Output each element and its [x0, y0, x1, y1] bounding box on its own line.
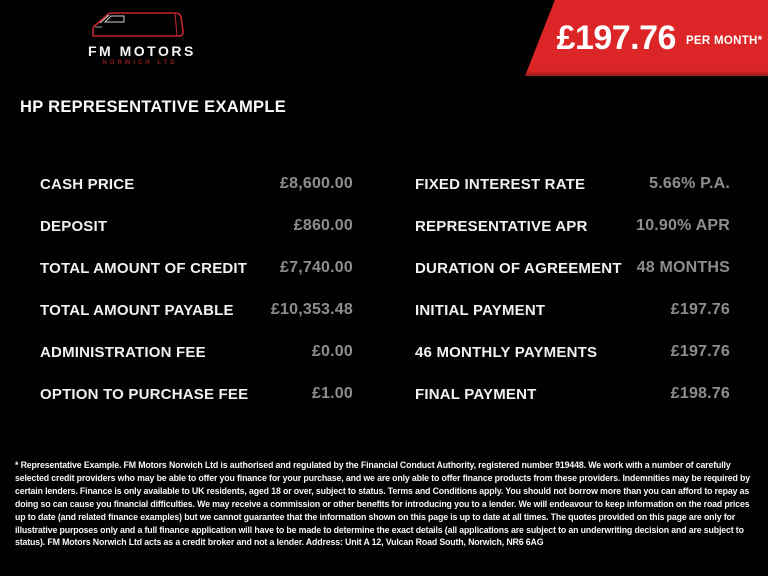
- row-label: FINAL PAYMENT: [415, 385, 537, 403]
- row-value: £0.00: [311, 343, 353, 360]
- table-row: 46 MONTHLY PAYMENTS £197.76: [415, 331, 730, 373]
- table-row: OPTION TO PURCHASE FEE £1.00: [40, 373, 353, 415]
- row-value: £1.00: [311, 385, 353, 402]
- row-label: REPRESENTATIVE APR: [415, 217, 588, 235]
- row-label: CASH PRICE: [40, 175, 135, 193]
- table-row: TOTAL AMOUNT OF CREDIT £7,740.00: [40, 247, 353, 289]
- price-amount: £197.76: [556, 18, 677, 57]
- logo-name: FM MOTORS: [88, 43, 196, 59]
- finance-column-right: FIXED INTEREST RATE 5.66% P.A. REPRESENT…: [415, 163, 730, 415]
- row-label: OPTION TO PURCHASE FEE: [40, 385, 249, 403]
- row-value: £8,600.00: [280, 175, 353, 192]
- table-row: FINAL PAYMENT £198.76: [415, 373, 730, 415]
- row-label: FIXED INTEREST RATE: [415, 175, 586, 193]
- disclaimer-text: * Representative Example. FM Motors Norw…: [15, 460, 750, 548]
- row-value: £10,353.48: [270, 301, 353, 318]
- price-period: PER MONTH*: [685, 35, 763, 47]
- table-row: DURATION OF AGREEMENT 48 MONTHS: [415, 247, 730, 289]
- logo-subtext: NORWICH LTD: [102, 60, 178, 66]
- table-row: FIXED INTEREST RATE 5.66% P.A.: [415, 163, 730, 205]
- row-label: DEPOSIT: [40, 217, 108, 235]
- row-label: DURATION OF AGREEMENT: [415, 259, 622, 277]
- row-label: ADMINISTRATION FEE: [40, 343, 206, 361]
- table-row: TOTAL AMOUNT PAYABLE £10,353.48: [40, 289, 353, 331]
- row-label: TOTAL AMOUNT PAYABLE: [40, 301, 234, 319]
- row-value: 48 MONTHS: [636, 259, 730, 276]
- van-logo-icon: [88, 10, 192, 42]
- row-value: £197.76: [670, 343, 730, 360]
- page-title: HP REPRESENTATIVE EXAMPLE: [20, 98, 287, 116]
- table-row: DEPOSIT £860.00: [40, 205, 353, 247]
- row-label: TOTAL AMOUNT OF CREDIT: [40, 259, 248, 277]
- row-value: £860.00: [293, 217, 353, 234]
- table-row: CASH PRICE £8,600.00: [40, 163, 353, 205]
- table-row: ADMINISTRATION FEE £0.00: [40, 331, 353, 373]
- dealer-logo: FM MOTORS NORWICH LTD: [88, 10, 196, 66]
- finance-column-left: CASH PRICE £8,600.00 DEPOSIT £860.00 TOT…: [40, 163, 353, 415]
- row-value: £197.76: [670, 301, 730, 318]
- price-banner: £197.76 PER MONTH*: [525, 0, 768, 76]
- row-value: 5.66% P.A.: [649, 175, 730, 192]
- table-row: REPRESENTATIVE APR 10.90% APR: [415, 205, 730, 247]
- row-value: 10.90% APR: [636, 217, 730, 234]
- row-value: £7,740.00: [280, 259, 353, 276]
- row-label: 46 MONTHLY PAYMENTS: [415, 343, 598, 361]
- table-row: INITIAL PAYMENT £197.76: [415, 289, 730, 331]
- row-label: INITIAL PAYMENT: [415, 301, 546, 319]
- row-value: £198.76: [670, 385, 730, 402]
